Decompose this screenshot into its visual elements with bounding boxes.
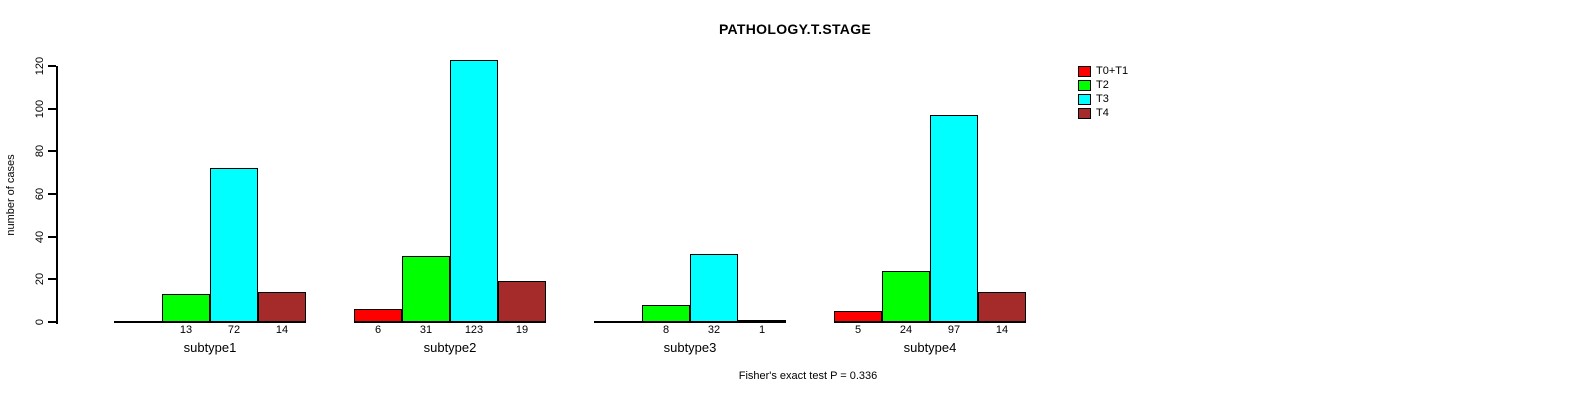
legend-label: T2: [1096, 79, 1109, 91]
bar-value-label: 1: [758, 324, 766, 336]
legend-item: T2: [1078, 78, 1128, 92]
bar-value-label: 123: [464, 324, 484, 336]
legend-swatch-t3: [1078, 93, 1091, 105]
bar-t0-t1-subtype2: [354, 309, 402, 322]
footnote-pvalue: Fisher's exact test P = 0.336: [738, 370, 878, 382]
y-tick: [48, 150, 56, 153]
bar-value-label: 72: [227, 324, 241, 336]
group-baseline: [594, 321, 786, 323]
bar-t4-subtype2: [498, 281, 546, 322]
bar-value-label: 14: [995, 324, 1009, 336]
bar-t2-subtype2: [402, 256, 450, 322]
y-axis-label: number of cases: [5, 154, 17, 236]
bar-t4-subtype3: [738, 320, 786, 322]
bar-value-label: 5: [854, 324, 862, 336]
y-tick: [48, 107, 56, 110]
y-tick-label: 80: [34, 145, 46, 158]
legend-swatch-t0-t1: [1078, 65, 1091, 77]
legend-swatch-t2: [1078, 79, 1091, 91]
y-tick-label: 0: [34, 318, 46, 326]
bar-t4-subtype4: [978, 292, 1026, 322]
y-tick: [48, 235, 56, 238]
y-tick-label: 100: [34, 99, 46, 118]
legend-label: T4: [1096, 107, 1109, 119]
x-category-label-subtype1: subtype1: [183, 340, 237, 355]
legend-swatch-t4: [1078, 107, 1091, 119]
legend-item: T4: [1078, 106, 1128, 120]
x-category-label-subtype3: subtype3: [663, 340, 717, 355]
legend: T0+T1 T2 T3 T4: [1078, 64, 1128, 120]
legend-item: T0+T1: [1078, 64, 1128, 78]
bar-value-label: 31: [419, 324, 433, 336]
y-tick: [48, 321, 56, 323]
x-category-label-subtype4: subtype4: [903, 340, 957, 355]
group-baseline: [114, 321, 306, 323]
y-tick: [48, 65, 56, 67]
bar-t2-subtype3: [642, 305, 690, 322]
group-baseline: [354, 321, 546, 323]
bar-t0-t1-subtype4: [834, 311, 882, 322]
bar-t2-subtype4: [882, 271, 930, 322]
bar-value-label: 32: [707, 324, 721, 336]
y-tick-label: 40: [34, 230, 46, 243]
y-tick-label: 120: [34, 56, 46, 76]
bar-t3-subtype1: [210, 168, 258, 322]
group-baseline: [834, 321, 1026, 323]
y-tick: [48, 278, 56, 281]
bar-t3-subtype2: [450, 60, 498, 322]
bar-t3-subtype3: [690, 254, 738, 322]
y-tick-label: 20: [34, 273, 46, 286]
legend-label: T0+T1: [1096, 65, 1129, 77]
bar-value-label: 6: [374, 324, 382, 336]
bar-t3-subtype4: [930, 115, 978, 322]
x-category-label-subtype2: subtype2: [423, 340, 477, 355]
bar-t2-subtype1: [162, 294, 210, 322]
bar-value-label: 14: [275, 324, 289, 336]
legend-item: T3: [1078, 92, 1128, 106]
bar-value-label: 19: [515, 324, 529, 336]
y-tick-label: 60: [34, 187, 46, 201]
bar-value-label: 13: [179, 324, 193, 336]
y-axis-line: [56, 66, 58, 324]
bar-value-label: 97: [947, 324, 961, 336]
y-tick: [48, 193, 56, 195]
legend-label: T3: [1096, 93, 1109, 105]
bar-value-label: 8: [662, 324, 670, 336]
chart-title: PATHOLOGY.T.STAGE: [718, 21, 872, 37]
bar-value-label: 24: [899, 324, 913, 336]
bar-t4-subtype1: [258, 292, 306, 322]
